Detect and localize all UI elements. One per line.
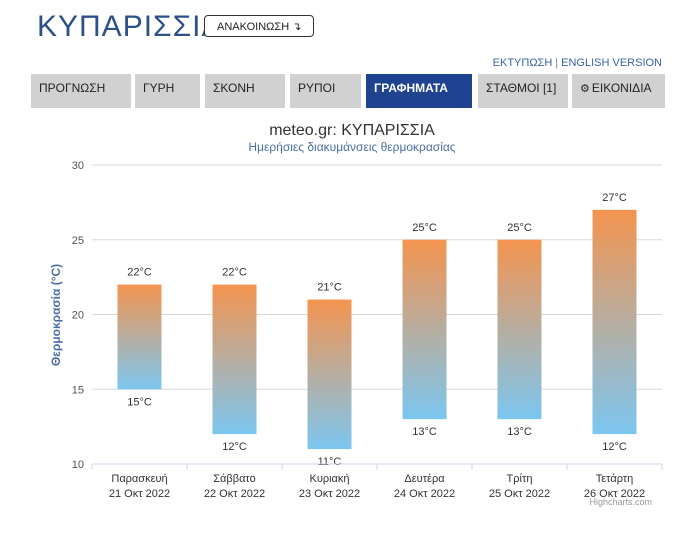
y-tick-label: 15 <box>72 384 84 396</box>
tab-label: ΕΙΚΟΝΙΔΙΑ <box>591 81 652 95</box>
x-tick-date: 26 Οκτ 2022 <box>584 488 645 500</box>
temperature-bar[interactable] <box>497 239 542 420</box>
temperature-bar[interactable] <box>592 209 637 435</box>
min-temp-label: 15°C <box>127 396 152 408</box>
y-axis-title: Θερμοκρασία (°C) <box>49 264 63 366</box>
x-tick-day: Τετάρτη <box>596 473 634 485</box>
main-tabs: ΠΡΟΓΝΩΣΗ ΓΥΡΗ ΣΚΟΝΗ ΡΥΠΟΙ ΓΡΑΦΗΜΑΤΑ ΣΤΑΘΜΟΙ [… <box>31 74 671 108</box>
x-tick-date: 21 Οκτ 2022 <box>109 488 170 500</box>
tab-5[interactable]: ΓΡΑΦΗΜΑΤΑ <box>366 74 472 108</box>
min-temp-label: 11°C <box>318 456 342 468</box>
x-tick-date: 23 Οκτ 2022 <box>299 488 360 500</box>
max-temp-label: 22°C <box>222 267 247 279</box>
english-version-link[interactable]: ENGLISH VERSION <box>561 57 662 69</box>
max-temp-label: 25°C <box>412 222 437 234</box>
gear-icon: ⚙ <box>580 83 590 95</box>
tab-7[interactable]: ⚙ ΕΙΚΟΝΙΔΙΑ <box>572 74 665 108</box>
tab-1[interactable]: ΠΡΟΓΝΩΣΗ <box>31 74 131 108</box>
print-link[interactable]: ΕΚΤΥΠΩΣΗ <box>492 57 553 69</box>
top-links: ΕΚΤΥΠΩΣΗ | ENGLISH VERSION <box>493 57 662 69</box>
y-tick-label: 10 <box>72 459 84 471</box>
tab-6[interactable]: ΣΤΑΘΜΟΙ [1] <box>478 74 568 108</box>
temperature-bar[interactable] <box>212 284 257 435</box>
y-tick-label: 25 <box>72 235 84 247</box>
chart-credit[interactable]: Highcharts.com <box>589 497 652 507</box>
x-tick-day: Τρίτη <box>507 473 533 485</box>
tab-label: ΣΤΑΘΜΟΙ [1] <box>486 81 557 95</box>
chart-subtitle: Ημερήσιες διακυμάνσεις θερμοκρασίας <box>248 140 455 154</box>
tab-label: ΓΡΑΦΗΜΑΤΑ <box>374 81 448 95</box>
x-tick-date: 25 Οκτ 2022 <box>489 488 550 500</box>
tab-label: ΣΚΟΝΗ <box>213 81 255 95</box>
tab-3[interactable]: ΣΚΟΝΗ <box>205 74 285 108</box>
site-title: ΚΥΠΑΡΙΣΣΙΑ <box>37 10 223 43</box>
temperature-bar[interactable] <box>117 284 162 390</box>
x-tick-day: Σάββατο <box>213 473 255 485</box>
max-temp-label: 22°C <box>127 267 152 279</box>
tab-label: ΡΥΠΟΙ <box>298 81 336 95</box>
temperature-chart: meteo.gr: ΚΥΠΑΡΙΣΣΙΑ Ημερήσιες διακυμάνσ… <box>0 110 678 545</box>
min-temp-label: 13°C <box>412 426 437 438</box>
max-temp-label: 21°C <box>317 282 342 294</box>
min-temp-label: 13°C <box>507 426 532 438</box>
tab-label: ΠΡΟΓΝΩΣΗ <box>39 81 106 95</box>
tab-2[interactable]: ΓΥΡΗ <box>135 74 200 108</box>
chart-svg: meteo.gr: ΚΥΠΑΡΙΣΣΙΑ Ημερήσιες διακυμάνσ… <box>49 122 663 507</box>
x-tick-day: Δευτέρα <box>404 473 445 485</box>
min-temp-label: 12°C <box>222 441 247 453</box>
max-temp-label: 27°C <box>602 192 627 204</box>
x-tick-date: 24 Οκτ 2022 <box>394 488 455 500</box>
min-temp-label: 12°C <box>602 441 627 453</box>
announcement-button[interactable]: ΑΝΑΚΟΙΝΩΣΗ ↴ <box>204 15 315 37</box>
y-tick-label: 30 <box>72 160 84 172</box>
chart-title: meteo.gr: ΚΥΠΑΡΙΣΣΙΑ <box>269 122 435 139</box>
x-tick-date: 22 Οκτ 2022 <box>204 488 265 500</box>
temperature-bar[interactable] <box>307 299 352 450</box>
x-tick-day: Παρασκευή <box>111 473 167 485</box>
tab-4[interactable]: ΡΥΠΟΙ <box>290 74 361 108</box>
tab-label: ΓΥΡΗ <box>143 81 175 95</box>
link-separator: | <box>555 57 559 69</box>
y-tick-label: 20 <box>72 310 84 322</box>
temperature-bar[interactable] <box>402 239 447 420</box>
x-tick-day: Κυριακή <box>309 473 349 485</box>
max-temp-label: 25°C <box>507 222 532 234</box>
